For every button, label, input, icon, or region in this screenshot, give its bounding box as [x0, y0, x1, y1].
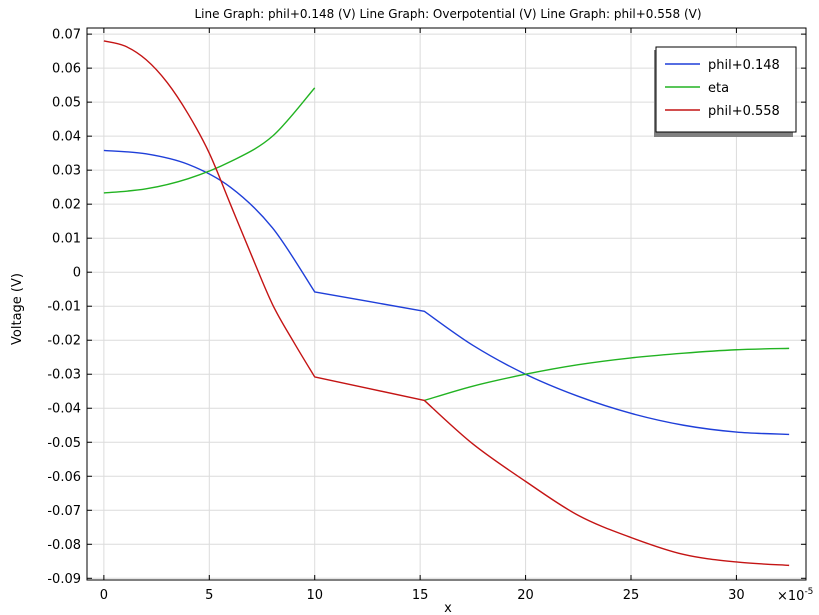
- x-tick-label: 20: [517, 588, 534, 603]
- legend-label: phil+0.558: [708, 104, 780, 119]
- legend-label: eta: [708, 81, 729, 96]
- y-tick-label: 0.06: [52, 62, 81, 77]
- x-tick-label: 0: [100, 588, 108, 603]
- series-line-eta: [103, 87, 316, 194]
- series-line-phil+0.558: [103, 40, 790, 567]
- x-tick-label: 15: [412, 588, 429, 603]
- y-tick-label: 0.05: [52, 96, 81, 111]
- plot-area-frame: [86, 27, 807, 581]
- y-tick-label: 0.02: [52, 198, 81, 213]
- x-tick-label: 10: [306, 588, 323, 603]
- x-axis-ticks: 0 5 10 15 20 25 30: [100, 28, 745, 603]
- series-line-eta: [424, 347, 790, 402]
- x-tick-label: 30: [728, 588, 745, 603]
- x-axis-label: x: [444, 601, 452, 615]
- x-tick-label: 25: [623, 588, 640, 603]
- legend-box: [655, 46, 797, 133]
- y-tick-label: -0.09: [47, 572, 81, 587]
- legend: phil+0.148 eta phil+0.558: [654, 46, 797, 137]
- y-tick-label: 0.01: [52, 232, 81, 247]
- x-tick-label: 5: [205, 588, 213, 603]
- y-tick-label: -0.07: [47, 504, 81, 519]
- y-tick-label: -0.02: [47, 334, 81, 349]
- x-axis-multiplier: ×10-5: [777, 587, 813, 604]
- chart-title: Line Graph: phil+0.148 (V) Line Graph: O…: [194, 7, 701, 21]
- series-line-phil+0.148: [103, 149, 790, 436]
- y-axis-ticks: 0.07 0.06 0.05 0.04 0.03 0.02 0.01 0 -0.01 -0.02 -…: [47, 28, 806, 587]
- y-tick-label: -0.08: [47, 538, 81, 553]
- y-tick-label: 0: [73, 266, 81, 281]
- y-axis-label: Voltage (V): [10, 273, 25, 345]
- y-tick-label: -0.04: [47, 402, 81, 417]
- y-tick-label: 0.04: [52, 130, 81, 145]
- y-tick-label: -0.01: [47, 300, 81, 315]
- y-tick-label: -0.06: [47, 470, 81, 485]
- y-tick-label: 0.03: [52, 164, 81, 179]
- y-tick-label: -0.03: [47, 368, 81, 383]
- grid-lines: [87, 28, 806, 580]
- y-tick-label: 0.07: [52, 28, 81, 43]
- y-tick-label: -0.05: [47, 436, 81, 451]
- series-layer: [103, 40, 790, 567]
- legend-label: phil+0.148: [708, 58, 780, 73]
